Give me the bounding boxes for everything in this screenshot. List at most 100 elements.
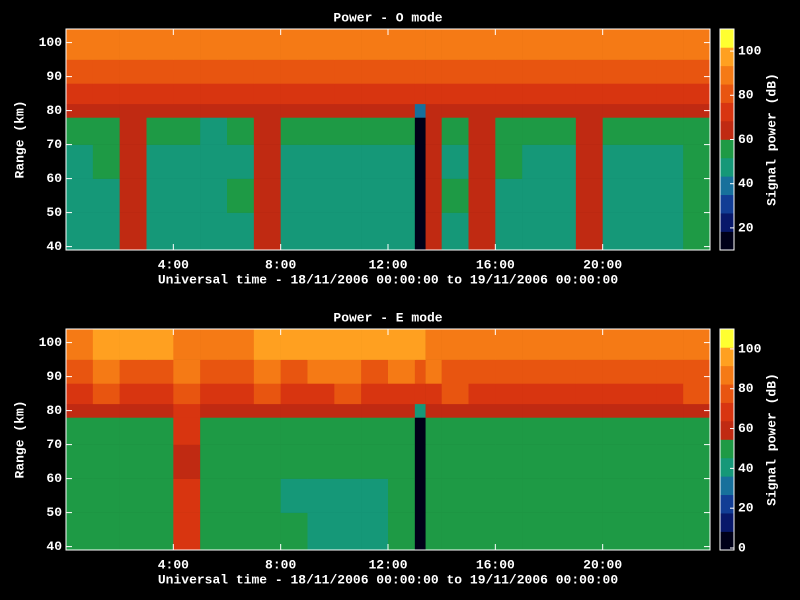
heat-cell [388,417,416,445]
heat-cell [629,444,657,479]
heat-cell [146,178,174,213]
heat-cell [280,403,308,418]
heat-cell [361,29,389,60]
heat-cell [414,83,426,105]
heat-cell [173,359,201,384]
heat-cell [425,103,442,118]
heat-cell [227,329,255,360]
heat-cell [388,103,416,118]
heat-cell [280,83,308,105]
heat-cell [146,403,174,418]
heat-cell [173,29,201,60]
heat-cell [683,383,711,405]
heat-cell [468,383,496,405]
heat-cell [200,103,228,118]
heat-cell [92,383,120,405]
heat-cell [92,103,120,118]
heat-cell [361,417,389,445]
colorbar-band [720,329,734,348]
heat-cell [468,417,496,445]
heat-cell [522,178,550,213]
heat-cell [414,359,426,384]
heat-cell [656,178,684,213]
heat-cell [307,117,335,145]
heat-cell [656,329,684,360]
heat-cell [200,478,228,513]
y-tick-label: 90 [46,69,62,84]
heat-cell [253,144,281,179]
heat-cell [683,212,711,251]
heat-cell [425,329,442,360]
heat-cell [441,329,469,360]
heat-cell [656,144,684,179]
heat-cell [253,103,281,118]
heat-cell [146,359,174,384]
colorbar-tick-label: 80 [738,381,754,396]
x-tick-label: 20:00 [583,257,622,272]
heat-cell [468,512,496,551]
heat-cell [361,117,389,145]
heat-cell [361,103,389,118]
heat-cell [92,444,120,479]
y-tick-label: 50 [46,205,62,220]
heat-cell [307,212,335,251]
heat-cell [575,359,603,384]
heat-cell [253,117,281,145]
heat-cell [425,83,442,105]
heat-cell [146,103,174,118]
heat-cell [414,212,426,251]
colorbar-band [720,176,734,196]
heat-cell [495,444,523,479]
x-tick-label: 12:00 [368,257,407,272]
heat-cell [575,83,603,105]
heat-cell [441,403,469,418]
heat-cell [253,512,281,551]
heat-cell [200,383,228,405]
heat-cell [425,144,442,179]
heat-cell [334,29,362,60]
heat-cell [549,478,577,513]
heat-cell [119,144,147,179]
heat-cell [656,478,684,513]
colorbar-band [720,421,734,440]
heat-cell [468,29,496,60]
heat-cell [388,444,416,479]
heat-cell [683,359,711,384]
heat-cell [92,329,120,360]
heat-cell [307,83,335,105]
heat-cell [495,59,523,84]
colorbar-tick-label: 20 [738,501,754,516]
heat-cell [602,512,630,551]
heat-cell [549,444,577,479]
heat-cell [602,144,630,179]
heat-cell [388,383,416,405]
heat-cell [495,329,523,360]
heat-cell [656,117,684,145]
y-tick-label: 40 [46,239,62,254]
heat-cell [683,59,711,84]
heat-cell [495,83,523,105]
heat-cell [66,359,94,384]
heat-cell [92,359,120,384]
heat-cell [388,359,416,384]
x-tick-label: 4:00 [158,257,189,272]
colorbar-band [720,84,734,103]
heat-cell [629,83,657,105]
heat-cell [414,444,426,479]
heat-cell [656,512,684,551]
colorbar-tick-label: 0 [738,540,746,555]
heat-cell [441,212,469,251]
y-tick-label: 40 [46,539,62,554]
colorbar-tick-label: 40 [738,461,754,476]
heat-cell [656,103,684,118]
heat-cell [200,444,228,479]
heat-cell [307,403,335,418]
heat-cell [575,403,603,418]
x-tick-label: 8:00 [265,257,296,272]
heat-cell [334,329,362,360]
heat-cell [361,212,389,251]
heat-cell [146,383,174,405]
heat-cell [361,383,389,405]
heat-cell [656,83,684,105]
